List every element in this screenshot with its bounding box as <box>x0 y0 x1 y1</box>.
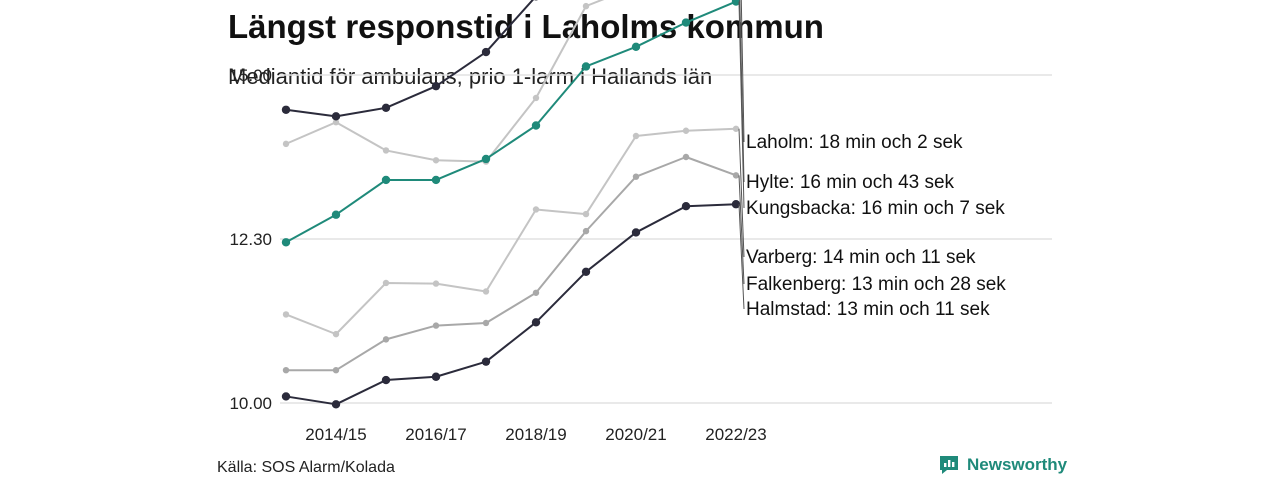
data-point <box>432 322 440 329</box>
label-connector <box>739 0 745 183</box>
label-connector <box>738 1 745 209</box>
data-point <box>332 330 340 338</box>
data-point <box>281 392 291 401</box>
x-tick-label: 2016/17 <box>405 425 466 444</box>
data-point <box>381 375 391 385</box>
data-point <box>332 367 340 374</box>
source-note: Källa: SOS Alarm/Kolada <box>217 459 395 476</box>
data-point <box>282 140 290 148</box>
label-connector <box>738 204 745 310</box>
data-point <box>282 367 290 374</box>
data-point <box>681 18 691 27</box>
data-point <box>682 153 690 161</box>
label-connector <box>738 175 745 285</box>
brand-name: Newsworthy <box>967 455 1068 474</box>
data-point <box>532 289 540 296</box>
series-label-hylte: Hylte: 16 min och 43 sek <box>746 172 955 193</box>
chart-title: Längst responstid i Laholms kommun <box>228 8 824 45</box>
data-point <box>281 105 291 114</box>
series-label-varberg: Varberg: 14 min och 11 sek <box>746 247 976 268</box>
data-point <box>582 210 590 218</box>
data-point <box>581 62 591 71</box>
series-line-hylte <box>285 0 605 163</box>
label-connector <box>738 128 745 258</box>
series-laholm <box>281 0 538 121</box>
data-point <box>732 172 740 179</box>
data-point <box>381 103 391 113</box>
data-point <box>682 127 690 134</box>
series-kungsbacka <box>281 0 741 247</box>
series-varberg <box>282 125 740 338</box>
series-hylte <box>282 0 605 165</box>
data-point <box>482 319 490 327</box>
data-point <box>382 147 390 154</box>
y-tick-label: 15.00 <box>229 66 272 85</box>
data-point <box>631 228 641 237</box>
series-line-halmstad <box>285 203 737 406</box>
data-point <box>532 206 540 213</box>
x-axis-ticks: 2014/15 2016/17 2018/19 2020/21 2022/23 <box>305 425 766 444</box>
data-point <box>681 202 691 211</box>
series-label-halmstad: Halmstad: 13 min och 11 sek <box>746 299 990 320</box>
series-halmstad <box>281 200 741 409</box>
newsworthy-logo-icon <box>940 456 958 474</box>
data-point <box>481 357 491 366</box>
data-point <box>632 173 640 180</box>
data-point <box>432 157 440 164</box>
series-labels: Laholm: 18 min och 2 sek Hylte: 16 min oc… <box>738 0 1006 320</box>
x-tick-label: 2022/23 <box>705 425 766 444</box>
data-point <box>331 210 341 219</box>
brand-logo: Newsworthy <box>938 454 1067 476</box>
data-point <box>481 154 491 164</box>
data-point <box>731 200 741 209</box>
series-falkenberg <box>282 153 740 374</box>
data-point <box>431 372 441 381</box>
series-line-varberg <box>285 127 737 336</box>
series-line-falkenberg <box>286 156 737 372</box>
data-point <box>282 311 290 318</box>
data-point <box>532 94 540 102</box>
data-point <box>731 0 741 6</box>
data-point <box>331 400 341 409</box>
y-tick-label: 12.30 <box>229 230 272 249</box>
data-point <box>582 227 590 235</box>
data-point <box>332 119 340 126</box>
data-point <box>481 47 491 57</box>
data-point <box>431 81 441 91</box>
data-point <box>581 267 591 276</box>
series-label-falkenberg: Falkenberg: 13 min och 28 sek <box>746 274 1006 295</box>
data-point <box>632 132 640 140</box>
series-label-laholm: Laholm: 18 min och 2 sek <box>746 132 963 153</box>
data-point <box>432 280 440 287</box>
data-point <box>531 318 541 327</box>
chart-subtitle: Mediantid för ambulans, prio 1-larm i Ha… <box>228 64 713 89</box>
series-line-kungsbacka <box>285 0 737 244</box>
series-line-laholm <box>285 0 535 118</box>
data-point <box>431 175 441 185</box>
data-point <box>381 175 391 185</box>
data-point <box>281 238 291 247</box>
data-point <box>382 336 390 343</box>
x-tick-label: 2018/19 <box>505 425 566 444</box>
series-lines <box>281 0 741 409</box>
data-point <box>531 121 541 130</box>
label-connector <box>740 0 745 143</box>
series-label-kungsbacka: Kungsbacka: 16 min och 7 sek <box>746 198 1005 219</box>
data-point <box>331 112 341 121</box>
grid-lines <box>280 74 1052 404</box>
data-point <box>732 125 740 132</box>
x-tick-label: 2020/21 <box>605 425 666 444</box>
y-tick-label: 10.00 <box>229 394 272 413</box>
data-point <box>631 42 641 51</box>
data-point <box>382 279 390 287</box>
x-tick-label: 2014/15 <box>305 425 366 444</box>
data-point <box>482 288 490 295</box>
data-point <box>582 2 590 10</box>
